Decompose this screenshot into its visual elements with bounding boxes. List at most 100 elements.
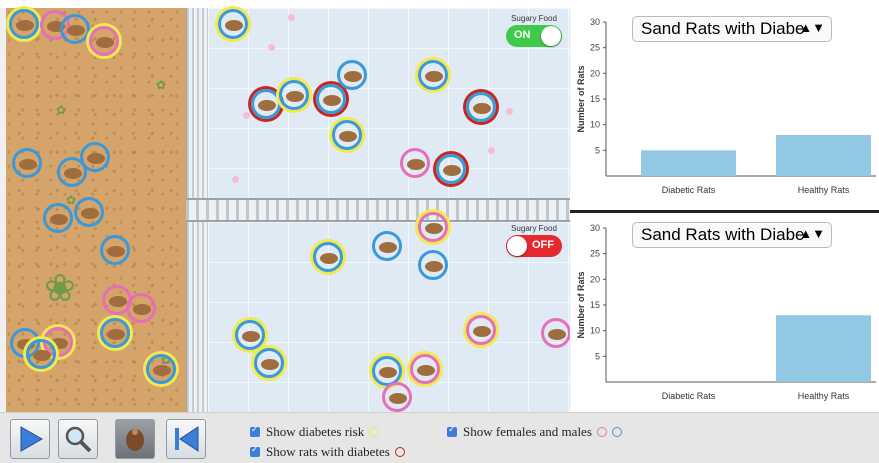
bar [776, 315, 871, 382]
diabetes-ring-icon [394, 447, 405, 457]
rat[interactable] [9, 9, 39, 39]
diabetes-label: Show rats with diabetes [266, 444, 390, 459]
toggle-label: Sugary Food [511, 224, 557, 233]
rat[interactable] [418, 212, 448, 242]
toggle-switch[interactable]: OFF [506, 235, 562, 257]
y-tick-label: 20 [590, 274, 600, 284]
x-tick-label: Healthy Rats [798, 185, 850, 195]
rat[interactable] [332, 120, 362, 150]
sugary-food-toggle-bottom[interactable]: Sugary Food OFF [506, 224, 562, 257]
bar [776, 134, 871, 176]
toggle-switch[interactable]: ON [506, 25, 562, 47]
show-sex-option[interactable]: Show females and males [447, 424, 622, 440]
rat[interactable] [89, 26, 119, 56]
toggle-state: ON [514, 29, 531, 41]
play-icon [20, 426, 44, 452]
y-tick-label: 30 [590, 17, 600, 27]
graph-select-value: Sand Rats with Diabe [641, 19, 805, 38]
rat[interactable] [80, 142, 110, 172]
toggle-knob[interactable] [507, 236, 527, 256]
sex-checkbox[interactable] [447, 424, 457, 437]
risk-ring-icon [369, 427, 380, 437]
x-tick-label: Diabetic Rats [662, 391, 716, 401]
rat[interactable] [43, 203, 73, 233]
rat[interactable] [57, 157, 87, 187]
sugar-pellet [288, 14, 295, 21]
sugar-pellet [506, 108, 513, 115]
bar [641, 150, 736, 176]
rat[interactable] [541, 318, 570, 348]
rat[interactable] [466, 315, 496, 345]
left-margin [0, 8, 6, 412]
female-ring-icon [596, 427, 607, 437]
male-ring-icon [611, 427, 622, 437]
rat[interactable] [74, 197, 104, 227]
sugar-pellet [488, 147, 495, 154]
select-arrows-icon: ▲▼ [799, 226, 825, 241]
rat[interactable] [316, 84, 346, 114]
toggle-state: OFF [532, 239, 554, 251]
x-tick-label: Healthy Rats [798, 391, 850, 401]
rat[interactable] [418, 60, 448, 90]
rat-icon [126, 429, 144, 451]
rat[interactable] [418, 250, 448, 280]
y-tick-label: 25 [590, 249, 600, 259]
magnify-button[interactable] [58, 419, 98, 459]
diabetes-checkbox[interactable] [250, 444, 260, 457]
sugary-food-toggle-top[interactable]: Sugary Food ON [506, 14, 562, 47]
shrub-icon: ✿ [56, 103, 67, 117]
rat-button[interactable] [115, 419, 155, 459]
rat[interactable] [372, 231, 402, 261]
reset-button[interactable] [166, 419, 206, 459]
rat[interactable] [254, 348, 284, 378]
rat[interactable] [60, 14, 90, 44]
y-tick-label: 5 [595, 351, 600, 361]
rat[interactable] [436, 154, 466, 184]
rat[interactable] [466, 92, 496, 122]
risk-checkbox[interactable] [250, 424, 260, 437]
rat[interactable] [313, 242, 343, 272]
y-tick-label: 10 [590, 326, 600, 336]
risk-label: Show diabetes risk [266, 424, 365, 439]
simulation-area[interactable]: ✿ ✿ ✿ ❀ ✿ Sugary Food ON Sugary Food OFF [0, 0, 570, 412]
rat[interactable] [100, 318, 130, 348]
graph-select-bottom[interactable]: Sand Rats with Diabe ▲▼ [632, 222, 832, 248]
show-risk-option[interactable]: Show diabetes risk [250, 424, 380, 440]
show-diabetes-option[interactable]: Show rats with diabetes [250, 444, 405, 460]
sugar-pellet [268, 44, 275, 51]
rat[interactable] [235, 320, 265, 350]
y-tick-label: 15 [590, 94, 600, 104]
graph-select-top[interactable]: Sand Rats with Diabe ▲▼ [632, 16, 832, 42]
y-axis-label: Number of Rats [576, 271, 586, 338]
shrub-icon: ✿ [156, 78, 167, 92]
bar-chart-bottom: 5 10 15 20 25 30 Number of Rats Diabetic Rats He… [576, 223, 876, 401]
rat[interactable] [146, 354, 176, 384]
rat[interactable] [126, 293, 156, 323]
y-tick-label: 30 [590, 223, 600, 233]
rat[interactable] [382, 382, 412, 412]
rat[interactable] [251, 89, 281, 119]
chart-panel-bottom: Sand Rats with Diabe ▲▼ 5 10 15 20 25 30 Numbe… [570, 214, 879, 416]
rat[interactable] [279, 80, 309, 110]
rewind-icon [175, 426, 199, 452]
shrub-icon: ✿ [66, 193, 77, 207]
graph-select-value: Sand Rats with Diabe [641, 225, 805, 244]
sugar-pellet [243, 112, 250, 119]
y-axis-label: Number of Rats [576, 65, 586, 132]
select-arrows-icon: ▲▼ [799, 20, 825, 35]
rat[interactable] [400, 148, 430, 178]
rat[interactable] [410, 354, 440, 384]
rat[interactable] [12, 148, 42, 178]
play-button[interactable] [10, 419, 50, 459]
rat[interactable] [337, 60, 367, 90]
rat[interactable] [26, 339, 56, 369]
toggle-knob[interactable] [541, 26, 561, 46]
y-tick-label: 20 [590, 68, 600, 78]
y-tick-label: 25 [590, 43, 600, 53]
chart-panel-top: Sand Rats with Diabe ▲▼ 5 10 15 20 25 30 Numbe… [570, 8, 879, 213]
y-tick-label: 10 [590, 120, 600, 130]
sex-label: Show females and males [463, 424, 592, 439]
rat[interactable] [100, 235, 130, 265]
rat[interactable] [218, 9, 248, 39]
sugar-pellet [232, 176, 239, 183]
